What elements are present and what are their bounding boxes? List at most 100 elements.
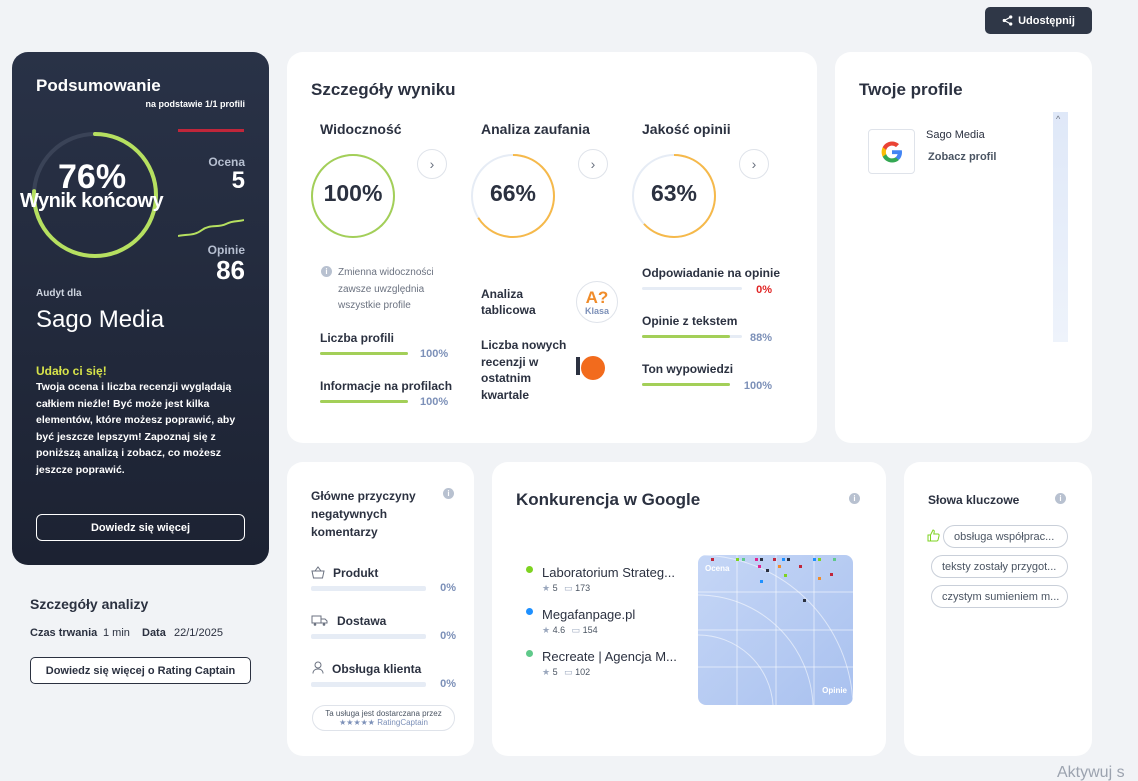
quality-expand-button[interactable]: ›: [739, 149, 769, 179]
profiles-title: Twoje profile: [859, 80, 963, 99]
competitor-name: Recreate | Agencja M...: [542, 649, 677, 664]
competitor-item[interactable]: Megafanpage.pl ★ 4.6 ▭ 154: [526, 605, 676, 639]
quality-title: Jakość opinii: [642, 121, 731, 137]
metric-bar-replies: [642, 287, 742, 290]
star-icon: ★: [542, 583, 551, 593]
competitor-stats: ★ 5 ▭ 173: [542, 583, 590, 594]
map-x-label: Opinie: [822, 686, 847, 695]
trust-title: Analiza zaufania: [481, 121, 590, 137]
activation-watermark: Aktywuj s: [1057, 764, 1125, 781]
new-reviews-indicator: [576, 357, 580, 375]
negative-bar-delivery: [311, 634, 426, 639]
star-icon: ★: [542, 625, 551, 635]
negative-label-delivery: Dostawa: [337, 614, 387, 628]
provided-by-badge[interactable]: Ta usługa jest dostarczana przez ★★★★★ R…: [312, 705, 455, 731]
competitor-stats: ★ 5 ▭ 102: [542, 667, 590, 678]
truck-icon: [311, 615, 328, 626]
google-icon: [868, 129, 915, 174]
visibility-value: 100%: [323, 180, 383, 206]
keyword-pill[interactable]: obsługa współprac...: [943, 525, 1068, 548]
competitor-name: Megafanpage.pl: [542, 607, 636, 622]
summary-subtitle: na podstawie 1/1 profili: [145, 99, 245, 109]
metric-label-tone: Ton wypowiedzi: [642, 362, 734, 376]
class-value: A?: [585, 288, 609, 307]
company-name: Sago Media: [36, 306, 165, 333]
info-icon[interactable]: i: [849, 493, 860, 504]
audit-label: Audyt dla: [36, 288, 82, 299]
reviews-value: 86: [216, 255, 245, 285]
reviews-sparkline: [178, 219, 244, 237]
provider-brand: RatingCaptain: [377, 718, 428, 727]
trust-value: 66%: [489, 180, 537, 206]
keyword-pill[interactable]: teksty zostały przygot...: [931, 555, 1068, 578]
metric-label-text: Opinie z tekstem: [642, 314, 738, 328]
success-title: Udało ci się!: [36, 364, 107, 378]
competitor-item[interactable]: Laboratorium Strateg... ★ 5 ▭ 173: [526, 563, 676, 597]
reviews-label: Opinie: [207, 243, 245, 257]
duration-label: Czas trwania: [30, 627, 98, 639]
learn-more-button[interactable]: Dowiedz się więcej: [36, 514, 245, 541]
rating-value: 5: [231, 167, 245, 194]
table-analysis-label: Analiza tablicowa: [481, 287, 536, 317]
rating-label: Ocena: [208, 155, 245, 169]
metric-bar-profiles: [320, 352, 408, 355]
competitor-rating: 5: [552, 583, 558, 593]
metric-bar-text: [642, 335, 742, 338]
info-icon[interactable]: i: [1055, 493, 1066, 504]
competitor-rating: 5: [552, 667, 558, 677]
trust-expand-button[interactable]: ›: [578, 149, 608, 179]
stars-icon: ★★★★★: [339, 718, 375, 727]
visibility-note: Zmienna widoczności zawsze uwzględnia ws…: [338, 267, 434, 311]
competitor-item[interactable]: Recreate | Agencja M... ★ 5 ▭ 102: [526, 647, 677, 681]
visibility-expand-button[interactable]: ›: [417, 149, 447, 179]
analysis-title: Szczegóły analizy: [30, 596, 149, 612]
competitor-dot: [526, 608, 533, 615]
metric-label-profiles: Liczba profili: [320, 331, 395, 345]
quality-value: 63%: [650, 180, 698, 206]
class-badge: A? Klasa: [576, 281, 618, 323]
competitor-dot: [526, 650, 533, 657]
quality-ring: [632, 154, 716, 238]
profile-link[interactable]: Zobacz profil: [928, 151, 997, 163]
share-button[interactable]: Udostępnij: [985, 7, 1092, 34]
new-reviews-dot: [581, 356, 605, 380]
comment-icon: ▭: [564, 667, 573, 677]
provided-by-text: Ta usługa jest dostarczana przez: [325, 709, 442, 718]
date-label: Data: [142, 627, 166, 639]
info-icon: i: [321, 266, 332, 277]
info-icon[interactable]: i: [443, 488, 454, 499]
keyword-pill[interactable]: czystym sumieniem m...: [931, 585, 1068, 608]
score-details-title: Szczegóły wyniku: [311, 80, 456, 99]
negatives-title: Główne przyczyny negatywnych komentarzy: [311, 489, 416, 539]
summary-title: Podsumowanie: [36, 76, 161, 95]
profile-name: Sago Media: [926, 129, 985, 141]
keywords-card: Słowa kluczowe i obsługa współprac... te…: [904, 462, 1092, 756]
metric-value-tone: 100%: [743, 380, 772, 392]
competitor-stats: ★ 4.6 ▭ 154: [542, 625, 598, 636]
profile-item[interactable]: Sago Media Zobacz profil: [868, 129, 1048, 175]
comment-icon: ▭: [571, 625, 581, 635]
person-icon: [312, 661, 324, 674]
share-label: Udostępnij: [1018, 14, 1075, 27]
metric-label-info: Informacje na profilach: [320, 379, 453, 393]
chevron-right-icon: ›: [429, 156, 435, 172]
comment-icon: ▭: [564, 583, 573, 593]
rating-captain-button[interactable]: Dowiedz się więcej o Rating Captain: [30, 657, 251, 684]
metric-bar-tone: [642, 383, 730, 386]
negative-value-product: 0%: [440, 582, 456, 594]
competitor-dot: [526, 566, 533, 573]
score-ring: [32, 132, 158, 258]
summary-card: Podsumowanie na podstawie 1/1 profili 76…: [12, 52, 269, 565]
negative-label-service: Obsługa klienta: [332, 662, 422, 676]
score-value: 76%: [58, 158, 127, 196]
negative-bar-product: [311, 586, 426, 591]
score-label: Wynik końcowy: [20, 190, 164, 212]
metric-label-replies: Odpowiadanie na opinie: [642, 266, 781, 280]
competition-title: Konkurencja w Google: [516, 490, 701, 509]
profiles-scrollbar[interactable]: ^: [1053, 112, 1068, 342]
chevron-up-icon: ^: [1056, 114, 1061, 124]
metric-value-profiles: 100%: [420, 348, 449, 360]
competitor-reviews: 102: [575, 667, 591, 677]
metric-value-info: 100%: [420, 396, 449, 408]
star-icon: ★: [542, 667, 551, 677]
